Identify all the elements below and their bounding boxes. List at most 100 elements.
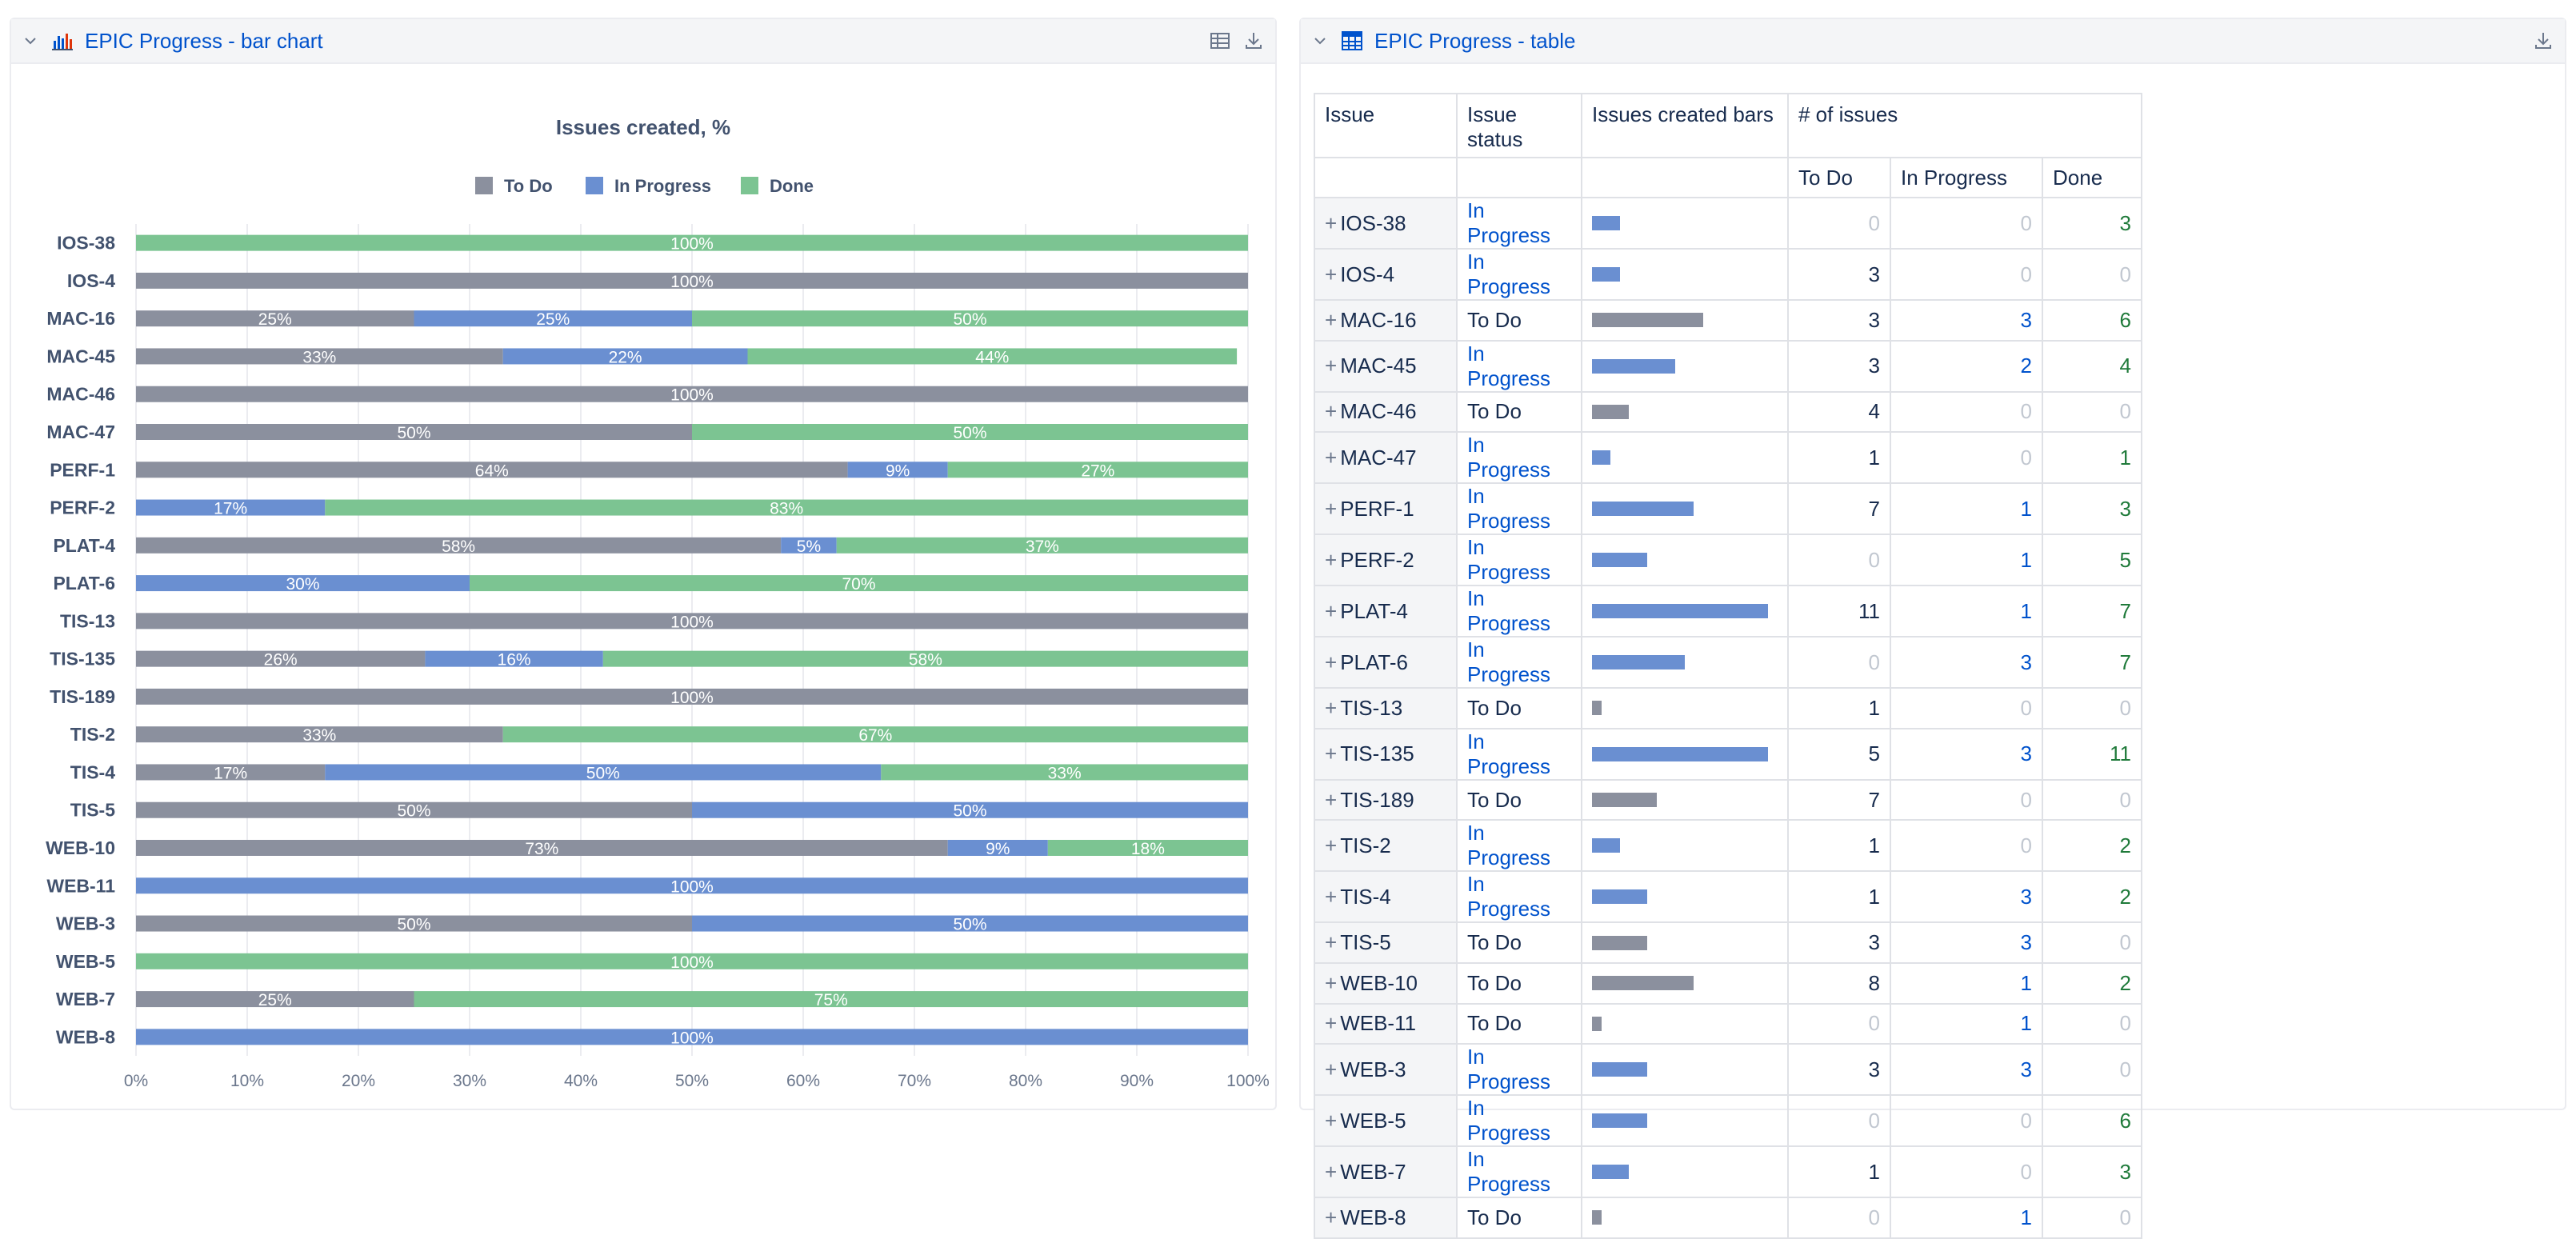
issue-cell[interactable]: + IOS-38: [1314, 197, 1458, 250]
issue-status[interactable]: In Progress: [1456, 431, 1582, 485]
category-label: TIS-135: [50, 649, 115, 669]
issue-key: MAC-47: [1340, 445, 1417, 470]
table-view-icon[interactable]: [1210, 30, 1230, 51]
issue-cell[interactable]: + TIS-5: [1314, 921, 1458, 964]
stacked-bar-chart: Issues created, % To Do In Progress Done 0% 1…: [46, 115, 1270, 1090]
issue-status[interactable]: In Progress: [1456, 636, 1582, 689]
done-count: 11: [2042, 727, 2142, 781]
expand-plus-icon[interactable]: +: [1325, 1205, 1338, 1229]
expand-plus-icon[interactable]: +: [1325, 399, 1338, 424]
expand-plus-icon[interactable]: +: [1325, 262, 1338, 286]
issue-cell[interactable]: + TIS-189: [1314, 778, 1458, 821]
issue-status[interactable]: In Progress: [1456, 727, 1582, 781]
issues-created-bar: [1592, 450, 1611, 466]
issue-cell[interactable]: + PLAT-4: [1314, 585, 1458, 638]
expand-plus-icon[interactable]: +: [1325, 547, 1338, 572]
expand-plus-icon[interactable]: +: [1325, 1011, 1338, 1036]
issue-status[interactable]: In Progress: [1456, 1043, 1582, 1097]
expand-plus-icon[interactable]: +: [1325, 210, 1338, 235]
done-count: 6: [2042, 299, 2142, 342]
issue-status[interactable]: In Progress: [1456, 585, 1582, 638]
issue-cell[interactable]: + WEB-11: [1314, 1002, 1458, 1045]
issue-status[interactable]: In Progress: [1456, 870, 1582, 924]
issue-cell[interactable]: + TIS-2: [1314, 819, 1458, 873]
expand-plus-icon[interactable]: +: [1325, 1159, 1338, 1184]
category-label: WEB-11: [46, 875, 115, 896]
download-icon[interactable]: [2533, 30, 2554, 51]
header-in-progress[interactable]: In Progress: [1890, 157, 2043, 198]
category-label: WEB-7: [56, 989, 115, 1009]
expand-plus-icon[interactable]: +: [1325, 354, 1338, 378]
expand-plus-icon[interactable]: +: [1325, 833, 1338, 857]
issue-cell[interactable]: + WEB-3: [1314, 1043, 1458, 1097]
chevron-down-icon[interactable]: [22, 33, 38, 49]
issue-cell[interactable]: + PLAT-6: [1314, 636, 1458, 689]
issues-created-bar: [1592, 1210, 1602, 1225]
issue-cell[interactable]: + PERF-2: [1314, 534, 1458, 587]
issue-status[interactable]: In Progress: [1456, 339, 1582, 393]
chevron-down-icon[interactable]: [1312, 33, 1328, 49]
issue-cell[interactable]: + MAC-47: [1314, 431, 1458, 485]
download-icon[interactable]: [1243, 30, 1264, 51]
data-label: 17%: [214, 500, 247, 518]
issue-status[interactable]: In Progress: [1456, 248, 1582, 301]
issue-key: IOS-38: [1340, 210, 1406, 235]
issue-cell[interactable]: + TIS-4: [1314, 870, 1458, 924]
bar-segment: [692, 424, 1248, 440]
expand-plus-icon[interactable]: +: [1325, 445, 1338, 470]
issue-cell[interactable]: + MAC-16: [1314, 299, 1458, 342]
expand-plus-icon[interactable]: +: [1325, 1108, 1338, 1133]
done-count: 7: [2042, 585, 2142, 638]
bar-segment: [425, 650, 603, 667]
category-label: WEB-8: [56, 1026, 115, 1047]
todo-count: 3: [1787, 339, 1891, 393]
issue-cell[interactable]: + WEB-10: [1314, 961, 1458, 1005]
data-label: 100%: [670, 1029, 714, 1047]
expand-plus-icon[interactable]: +: [1325, 930, 1338, 955]
in-progress-count: 0: [1890, 819, 2043, 873]
issue-cell[interactable]: + TIS-13: [1314, 687, 1458, 729]
todo-count: 7: [1787, 482, 1891, 536]
issue-status[interactable]: In Progress: [1456, 819, 1582, 873]
issue-status[interactable]: In Progress: [1456, 482, 1582, 536]
expand-plus-icon[interactable]: +: [1325, 598, 1338, 623]
issue-cell[interactable]: + IOS-4: [1314, 248, 1458, 301]
issue-status[interactable]: In Progress: [1456, 1145, 1582, 1199]
table-icon: [1342, 31, 1362, 50]
header-issues-created-bars[interactable]: Issues created bars: [1581, 93, 1789, 158]
header-done[interactable]: Done: [2042, 157, 2142, 198]
issue-cell[interactable]: + PERF-1: [1314, 482, 1458, 536]
header-number-of-issues[interactable]: # of issues: [1787, 93, 2142, 158]
issue-status: To Do: [1456, 778, 1582, 821]
panel-title[interactable]: EPIC Progress - table: [1374, 28, 1576, 53]
expand-plus-icon[interactable]: +: [1325, 970, 1338, 995]
issue-cell[interactable]: + WEB-7: [1314, 1145, 1458, 1199]
panel-title[interactable]: EPIC Progress - bar chart: [85, 28, 323, 53]
expand-plus-icon[interactable]: +: [1325, 741, 1338, 766]
issue-status[interactable]: In Progress: [1456, 1094, 1582, 1148]
issue-cell[interactable]: + WEB-5: [1314, 1094, 1458, 1148]
header-issue-status[interactable]: Issue status: [1456, 93, 1582, 158]
header-issue[interactable]: Issue: [1314, 93, 1458, 158]
expand-plus-icon[interactable]: +: [1325, 787, 1338, 812]
expand-plus-icon[interactable]: +: [1325, 884, 1338, 909]
in-progress-count: 0: [1890, 687, 2043, 729]
epic-progress-table: Issue Issue status Issues created bars #…: [1314, 93, 2142, 1239]
issue-status[interactable]: In Progress: [1456, 534, 1582, 587]
table-body: + IOS-38 In Progress 0 0 3 + IOS-4 In Progress 3 0…: [1314, 197, 2142, 1239]
issue-cell[interactable]: + TIS-135: [1314, 727, 1458, 781]
expand-plus-icon[interactable]: +: [1325, 307, 1338, 332]
data-label: 50%: [953, 310, 986, 329]
data-label: 100%: [670, 273, 714, 291]
issue-status[interactable]: In Progress: [1456, 197, 1582, 250]
issues-created-bar: [1592, 1113, 1648, 1129]
expand-plus-icon[interactable]: +: [1325, 695, 1338, 720]
header-todo[interactable]: To Do: [1787, 157, 1891, 198]
issue-cell[interactable]: + MAC-46: [1314, 390, 1458, 434]
expand-plus-icon[interactable]: +: [1325, 496, 1338, 521]
expand-plus-icon[interactable]: +: [1325, 1057, 1338, 1081]
in-progress-count: 3: [1890, 1043, 2043, 1097]
issue-cell[interactable]: + MAC-45: [1314, 339, 1458, 393]
issue-cell[interactable]: + WEB-8: [1314, 1197, 1458, 1239]
expand-plus-icon[interactable]: +: [1325, 649, 1338, 674]
